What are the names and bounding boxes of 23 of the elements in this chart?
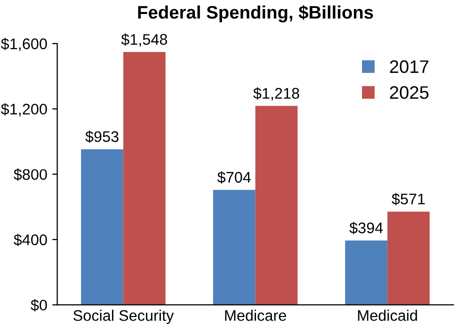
y-tick-label: $800 xyxy=(14,168,47,181)
data-label: $953 xyxy=(85,130,118,143)
x-tick-label: Medicare xyxy=(225,310,286,321)
y-tick-label: $0 xyxy=(30,299,47,312)
x-tick-label: Medicaid xyxy=(358,310,417,321)
bar xyxy=(255,106,298,305)
y-tick-label: $1,200 xyxy=(0,103,47,116)
y-tick-label: $1,600 xyxy=(0,38,47,52)
chart-title: Federal Spending, $Billions xyxy=(138,5,373,22)
data-label: $1,218 xyxy=(253,87,300,101)
legend-label: 2017 xyxy=(390,60,428,74)
bar xyxy=(387,212,430,305)
bar xyxy=(213,190,256,305)
data-label: $571 xyxy=(392,192,425,206)
bar xyxy=(345,240,388,305)
bar xyxy=(81,149,124,305)
bar xyxy=(123,52,166,305)
y-tick-label: $400 xyxy=(14,234,47,246)
data-label: $704 xyxy=(217,171,251,184)
legend-label: 2025 xyxy=(390,86,428,99)
x-tick-label: Social Security xyxy=(73,310,174,324)
data-label: $1,548 xyxy=(121,33,168,47)
data-label: $394 xyxy=(349,222,383,234)
